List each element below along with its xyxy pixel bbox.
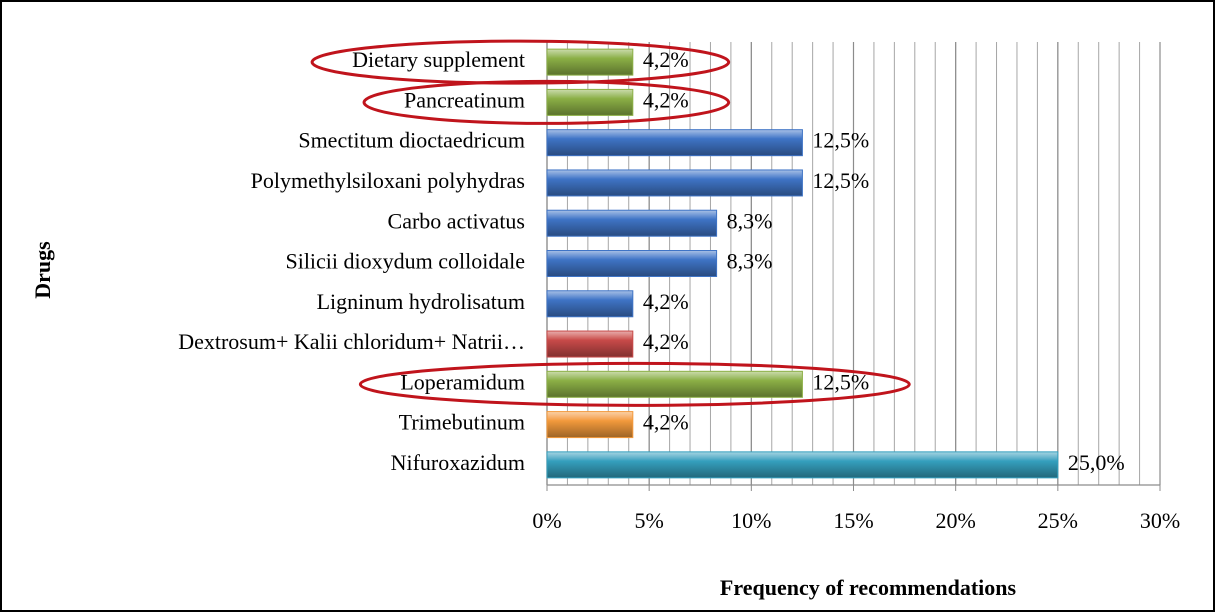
bar — [546, 209, 718, 237]
x-tick-label: 15% — [833, 508, 873, 533]
value-label: 8,3% — [727, 208, 773, 233]
x-tick-label: 30% — [1140, 508, 1180, 533]
category-label: Silicii dioxydum colloidale — [285, 249, 525, 274]
y-axis-title: Drugs — [30, 241, 55, 299]
bar — [546, 370, 803, 398]
value-label: 4,2% — [643, 410, 689, 435]
bar — [546, 451, 1059, 479]
value-label: 4,2% — [643, 329, 689, 354]
value-label: 4,2% — [643, 87, 689, 112]
highlight-ellipse — [310, 39, 731, 85]
bar — [546, 129, 803, 157]
category-label: Dietary supplement — [352, 47, 525, 72]
x-tick-label: 0% — [532, 508, 561, 533]
category-label: Dextrosum+ Kalii chloridum+ Natrii… — [178, 329, 525, 354]
x-tick-label: 5% — [635, 508, 664, 533]
bar — [546, 250, 718, 277]
bar — [546, 330, 634, 358]
category-label: Pancreatinum — [404, 87, 525, 112]
value-label: 4,2% — [643, 47, 689, 72]
bar — [546, 88, 634, 116]
category-label: Nifuroxazidum — [391, 450, 525, 475]
bar — [546, 48, 634, 76]
x-tick-label: 10% — [731, 508, 771, 533]
x-tick-label: 20% — [936, 508, 976, 533]
x-tick-label: 25% — [1038, 508, 1078, 533]
bar — [546, 290, 634, 318]
value-label: 25,0% — [1068, 450, 1125, 475]
category-label: Ligninum hydrolisatum — [317, 289, 525, 314]
value-label: 12,5% — [812, 168, 869, 193]
category-label: Loperamidum — [400, 369, 525, 394]
value-label: 12,5% — [812, 128, 869, 153]
category-label: Polymethylsiloxani polyhydras — [251, 168, 525, 193]
value-label: 4,2% — [643, 289, 689, 314]
bar — [546, 169, 803, 197]
category-label: Carbo activatus — [388, 208, 525, 233]
category-label: Smectitum dioctaedricum — [298, 128, 525, 153]
x-axis-title: Frequency of recommendations — [720, 575, 1017, 600]
value-label: 8,3% — [727, 249, 773, 274]
highlight-ellipse — [362, 79, 731, 125]
highlight-ellipse — [358, 361, 911, 407]
bar — [546, 411, 634, 439]
category-label: Trimebutinum — [399, 410, 525, 435]
